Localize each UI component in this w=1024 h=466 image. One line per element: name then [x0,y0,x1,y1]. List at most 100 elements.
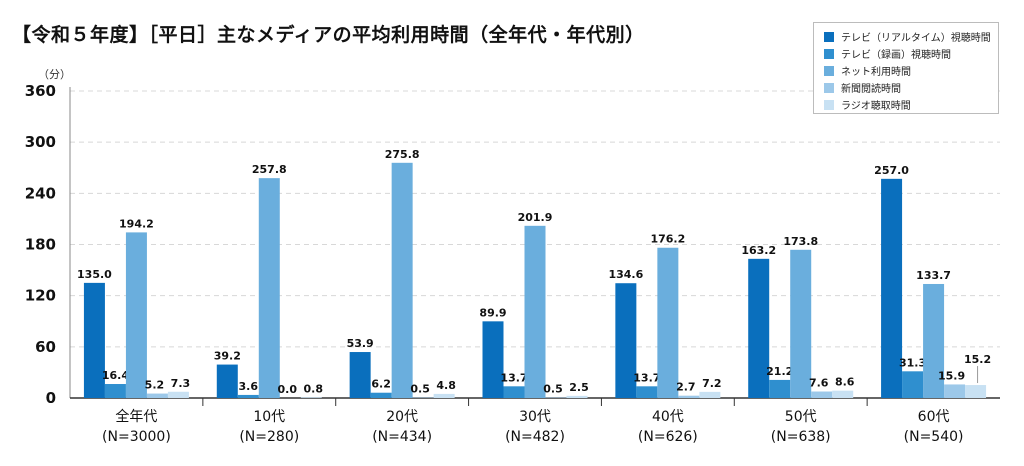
bar [349,352,371,398]
data-label: 7.2 [702,377,722,390]
y-tick-label: 0 [46,389,56,407]
data-label: 15.2 [964,353,991,366]
y-tick-label: 180 [25,236,56,254]
data-label: 2.5 [569,381,589,394]
bar [524,225,546,398]
bar [832,390,854,398]
chart-legend: テレビ（リアルタイム）視聴時間 テレビ（録画）視聴時間 ネット利用時間 新聞閲読時間ラ… [813,22,999,114]
bar [125,232,147,398]
legend-item: 新聞閲読時間 [824,79,998,96]
data-label: 5.2 [145,379,165,392]
data-label: 275.8 [385,148,420,161]
x-category-sample-size: (N=434) [372,429,432,445]
y-axis-unit: （分） [38,68,71,81]
data-label: 257.8 [252,163,287,176]
legend-label: テレビ（リアルタイム）視聴時間 [841,33,991,44]
y-tick-label: 120 [25,287,56,305]
legend-item: ネット利用時間 [824,62,998,79]
bar [811,391,833,398]
x-category-label: 30代 [519,409,551,425]
bar [503,386,525,398]
bar [146,393,168,398]
data-label: 39.2 [214,350,241,363]
bar [167,391,189,398]
legend-item: テレビ（録画）視聴時間 [824,45,998,62]
data-label: 2.7 [676,381,696,394]
data-label: 163.2 [741,244,776,257]
data-label: 8.6 [835,376,855,389]
x-category-label: 60代 [918,409,950,425]
bar [391,162,413,398]
bar [923,283,945,398]
bar [881,178,903,398]
data-label: 53.9 [347,337,374,350]
bar [965,385,987,398]
legend-label: テレビ（録画）視聴時間 [841,50,951,61]
bar [699,391,721,398]
data-label: 0.5 [543,383,563,396]
bar [237,394,259,398]
bar [678,395,700,398]
data-label: 31.3 [899,356,926,369]
bar [769,379,791,398]
x-category-label: 20代 [386,409,418,425]
data-label: 89.9 [479,306,506,319]
data-label: 7.3 [171,377,191,390]
data-label: 134.6 [608,268,643,281]
legend-swatch [824,48,834,59]
bar [944,384,966,398]
data-label: 0.0 [278,383,298,396]
legend-swatch [824,99,834,110]
x-category-sample-size: (N=638) [771,429,831,445]
bar [636,386,658,398]
y-tick-label: 360 [25,82,56,100]
bar [216,364,238,398]
legend-swatch [824,82,834,93]
legend-swatch [824,65,834,76]
data-label: 13.7 [500,371,527,384]
data-label: 4.8 [436,379,456,392]
data-label: 0.5 [410,383,430,396]
data-label: 13.7 [633,371,660,384]
legend-item: ラジオ聴取時間 [824,96,998,113]
bar [657,247,679,398]
data-label: 257.0 [874,164,909,177]
legend-label: 新聞閲読時間 [841,84,901,95]
bar [258,178,280,398]
bar [902,371,924,398]
x-category-sample-size: (N=280) [239,429,299,445]
chart-title: 【令和５年度】［平日］主なメディアの平均利用時間（全年代・年代別） [12,24,645,46]
bar [790,249,812,398]
legend-swatch [824,31,834,42]
y-tick-label: 300 [25,133,56,151]
bar [104,384,126,398]
x-category-sample-size: (N=3000) [102,429,171,445]
data-label: 133.7 [916,269,951,282]
data-label: 201.9 [518,211,553,224]
x-category-label: 全年代 [115,408,157,425]
bar [566,395,588,398]
data-label: 176.2 [650,233,685,246]
data-label: 173.8 [783,235,818,248]
data-label: 6.2 [371,378,391,391]
data-label: 21.2 [766,365,793,378]
data-label: 16.4 [102,369,129,382]
x-category-label: 40代 [652,409,684,425]
x-category-sample-size: (N=540) [904,429,964,445]
x-category-sample-size: (N=482) [505,429,565,445]
x-category-label: 50代 [785,409,817,425]
data-label: 7.6 [809,377,829,390]
data-label: 135.0 [77,268,112,281]
bar [83,282,105,398]
legend-label: ネット利用時間 [841,67,911,78]
legend-item: テレビ（リアルタイム）視聴時間 [824,28,998,45]
bar [748,258,770,398]
y-tick-label: 60 [35,338,56,356]
bar [615,283,637,398]
bar [482,321,504,398]
bar [300,397,322,398]
bar [433,393,455,398]
data-label: 15.9 [938,369,965,382]
y-tick-label: 240 [25,184,56,202]
x-category-sample-size: (N=626) [638,429,698,445]
